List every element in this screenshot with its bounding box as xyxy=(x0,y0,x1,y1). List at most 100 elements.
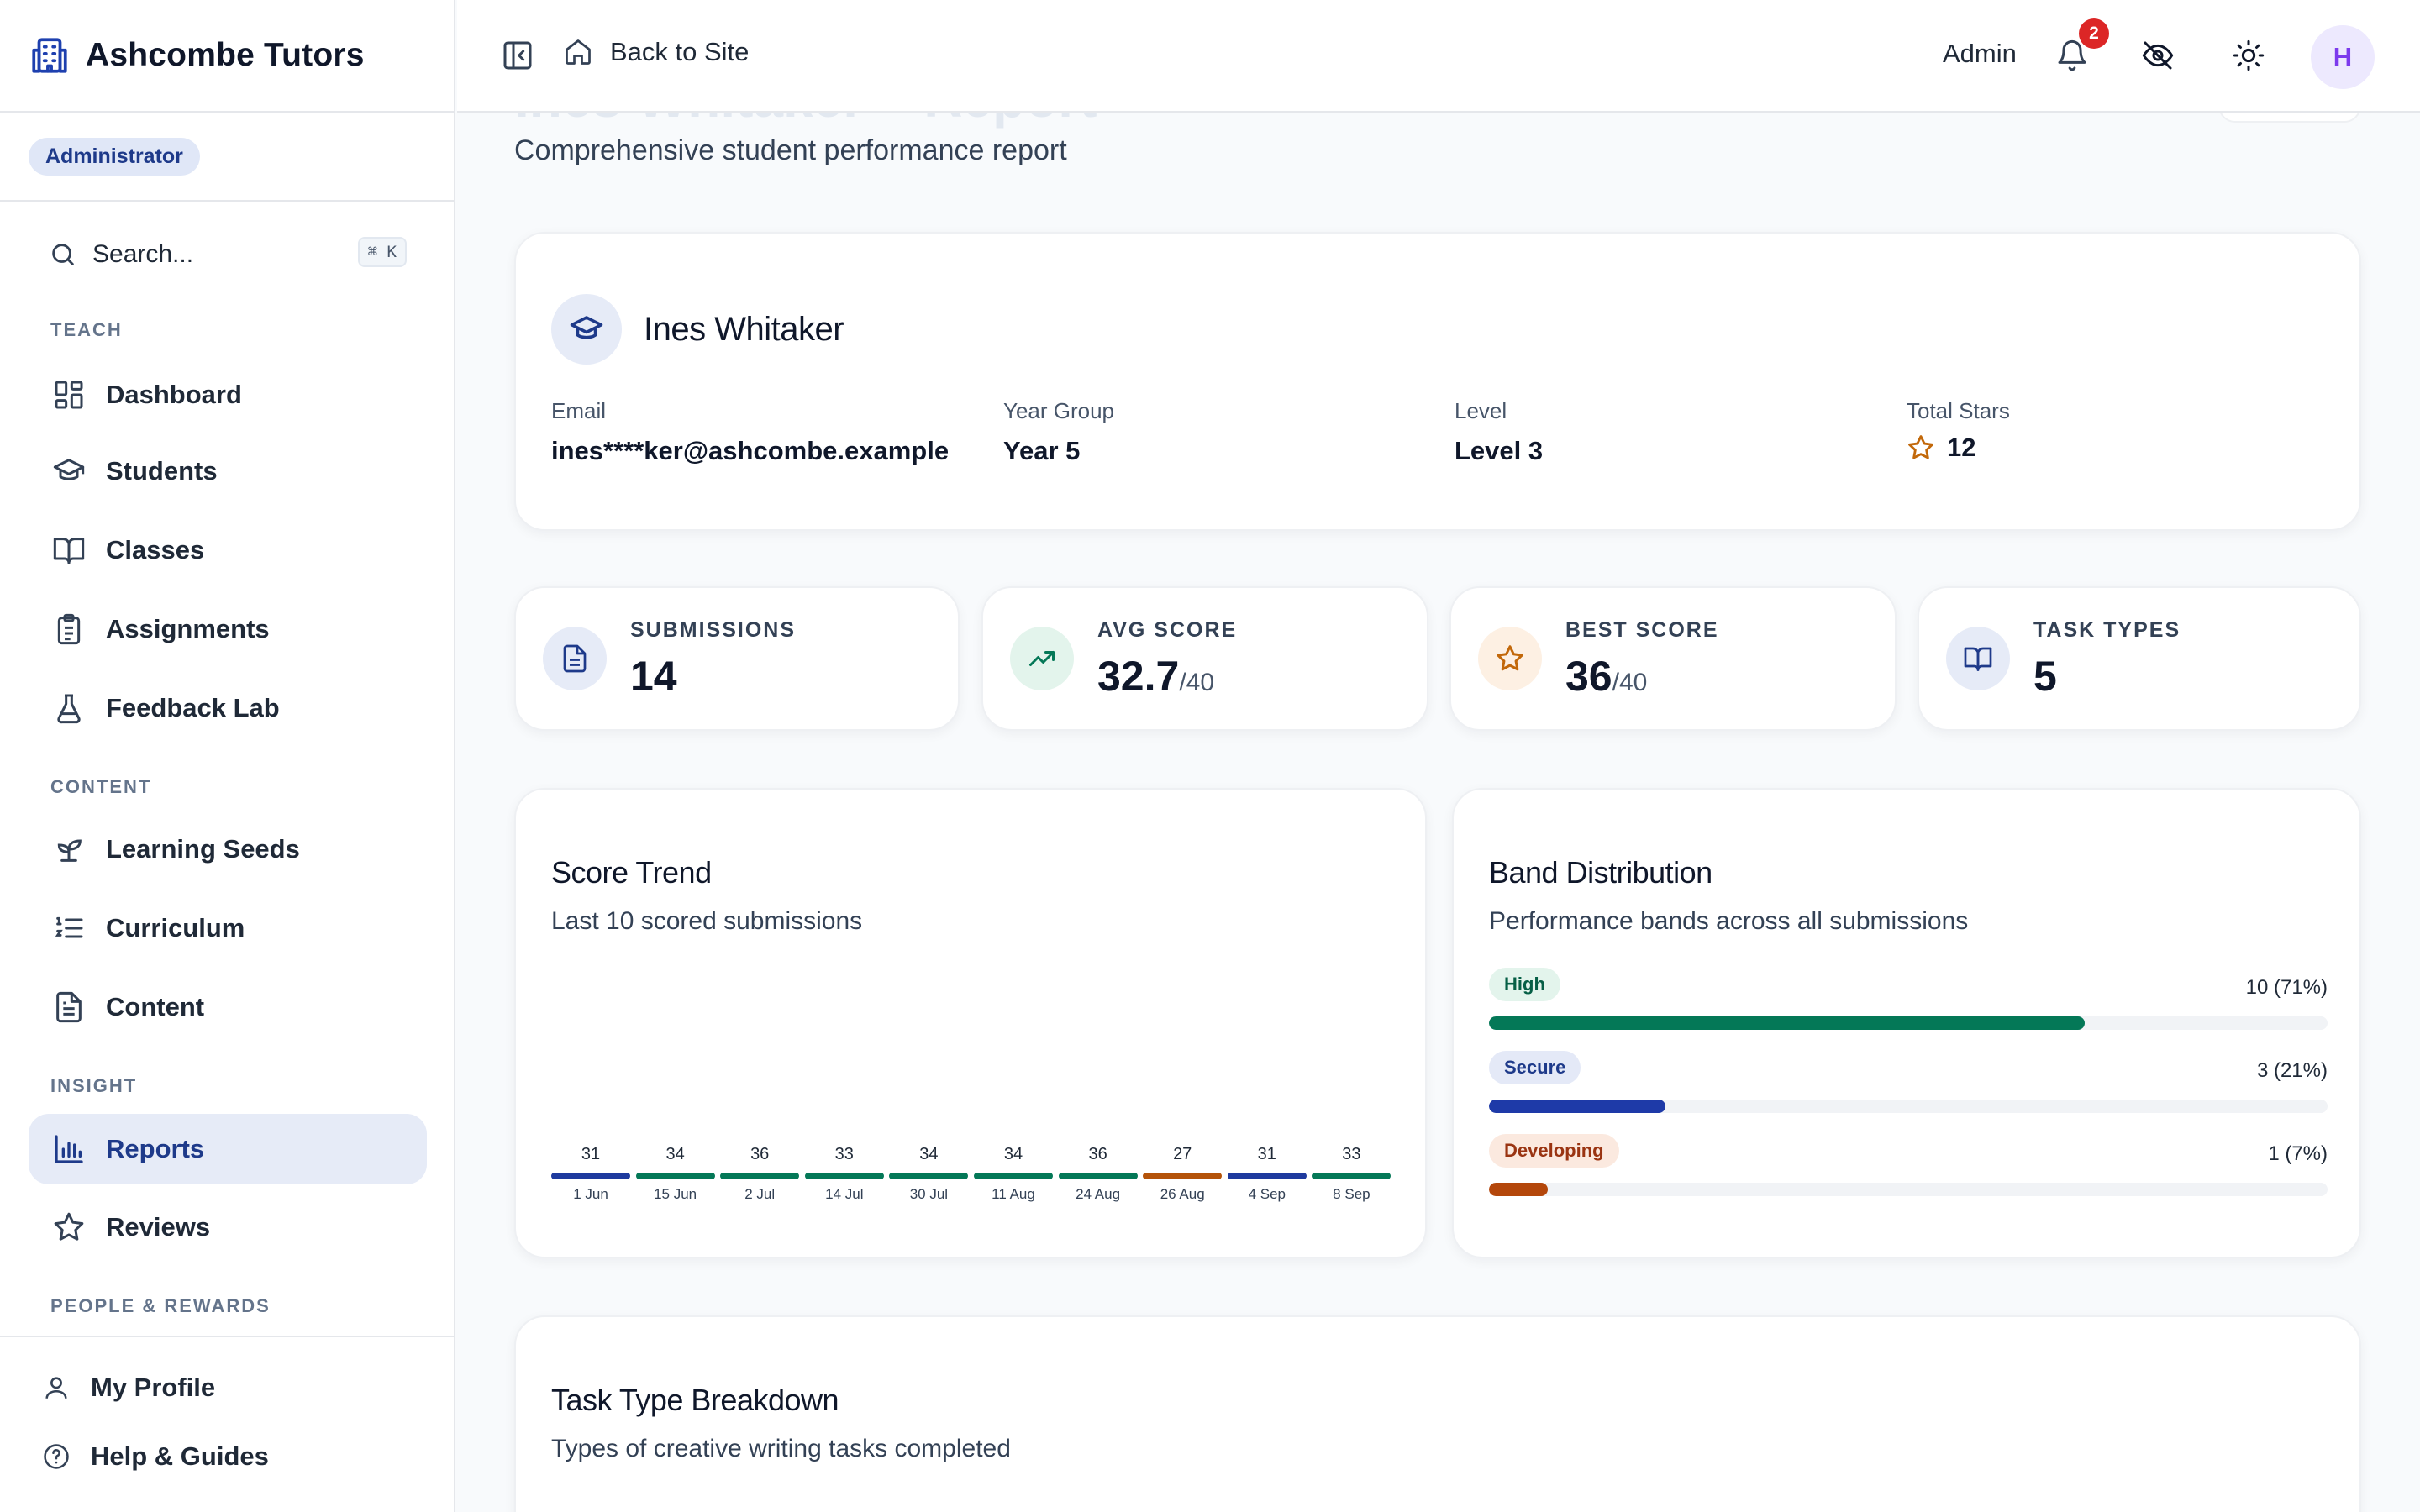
trending-up-icon xyxy=(1029,651,1055,666)
stat-value-row: 32.7/40 xyxy=(1097,652,1214,701)
trend-item: 31 4 Sep xyxy=(1227,1142,1307,1203)
star-icon xyxy=(1908,435,1933,459)
score-trend-subtitle: Last 10 scored submissions xyxy=(551,907,863,935)
admin-label[interactable]: Admin xyxy=(1943,39,2017,68)
list-ordered-icon xyxy=(55,916,83,938)
sidebar-item-curriculum[interactable]: Curriculum xyxy=(29,893,427,963)
sidebar-item-classes[interactable]: Classes xyxy=(29,515,427,585)
stat-suffix: /40 xyxy=(1612,669,1648,696)
level-label: Level xyxy=(1455,398,1507,423)
sidebar-item-students[interactable]: Students xyxy=(29,436,427,507)
dashboard-icon xyxy=(55,381,83,409)
stat-label: SUBMISSIONS xyxy=(630,618,797,642)
level-value: Level 3 xyxy=(1455,436,1544,465)
trend-bar xyxy=(804,1173,884,1179)
sidebar-search[interactable]: Search... ⌘ K xyxy=(29,227,407,282)
sidebar-item-label: Assignments xyxy=(106,614,270,643)
band-count: 1 (7%) xyxy=(2268,1142,2328,1165)
sidebar-item-label: Reviews xyxy=(106,1212,211,1242)
task-breakdown-card: Task Type Breakdown Types of creative wr… xyxy=(514,1315,2361,1512)
sidebar-item-feedback-lab[interactable]: Feedback Lab xyxy=(29,673,427,743)
total-stars-label: Total Stars xyxy=(1907,398,2010,423)
band-progress-track xyxy=(1489,1016,2328,1030)
trend-score-label: 31 xyxy=(1257,1145,1276,1163)
trend-item: 33 14 Jul xyxy=(804,1142,884,1203)
sun-icon[interactable] xyxy=(2232,39,2265,72)
search-label: Search... xyxy=(92,240,194,268)
back-to-site-link[interactable]: Back to Site xyxy=(563,37,749,67)
band-count: 10 (71%) xyxy=(2245,976,2328,999)
trend-score-label: 34 xyxy=(1003,1145,1023,1163)
search-icon xyxy=(52,244,74,265)
score-trend-card: Score Trend Last 10 scored submissions 3… xyxy=(514,788,1427,1258)
user-icon xyxy=(45,1377,67,1399)
sidebar-item-label: Reports xyxy=(106,1134,205,1163)
brand[interactable]: Ashcombe Tutors xyxy=(0,0,454,113)
stat-suffix: /40 xyxy=(1179,669,1215,696)
trend-item: 34 15 Jun xyxy=(635,1142,715,1203)
sidebar-item-assignments[interactable]: Assignments xyxy=(29,594,427,664)
trend-date-label: 1 Jun xyxy=(573,1186,608,1202)
sidebar-item-label: Students xyxy=(106,456,218,486)
stat-card-submissions: SUBMISSIONS 14 xyxy=(514,586,960,731)
sidebar-collapse-icon[interactable] xyxy=(501,39,534,72)
trend-item: 34 11 Aug xyxy=(974,1142,1053,1203)
eye-off-icon[interactable] xyxy=(2141,39,2175,72)
building-logo-icon xyxy=(32,38,67,73)
email-label: Email xyxy=(551,398,607,423)
year-group-field: Year Group Year 5 xyxy=(1003,398,1114,466)
stat-icon-wrap xyxy=(543,627,607,690)
sidebar: Ashcombe Tutors Administrator Search... … xyxy=(0,0,455,1512)
total-stars-field: Total Stars 12 xyxy=(1907,398,2010,463)
total-stars-value: 12 xyxy=(1947,433,1976,462)
trend-item: 34 30 Jul xyxy=(889,1142,969,1203)
sidebar-item-label: Feedback Lab xyxy=(106,693,280,722)
stat-label: BEST SCORE xyxy=(1565,618,1719,642)
sidebar-item-label: Learning Seeds xyxy=(106,834,300,864)
email-value: ines****ker@ashcombe.example xyxy=(551,436,950,465)
year-group-label: Year Group xyxy=(1003,398,1115,423)
my-profile-link[interactable]: My Profile xyxy=(42,1373,215,1403)
band-progress-fill xyxy=(1489,1100,1665,1113)
trend-date-label: 14 Jul xyxy=(825,1186,864,1202)
trend-bar xyxy=(551,1173,630,1179)
role-row: Administrator xyxy=(0,113,454,202)
trend-date-label: 8 Sep xyxy=(1333,1186,1370,1202)
band-row: High 10 (71%) xyxy=(1489,968,2328,1035)
trend-item: 33 8 Sep xyxy=(1312,1142,1392,1203)
trend-date-label: 4 Sep xyxy=(1248,1186,1286,1202)
task-breakdown-subtitle: Types of creative writing tasks complete… xyxy=(551,1435,1011,1462)
trend-date-label: 2 Jul xyxy=(744,1186,776,1202)
sidebar-item-learning-seeds[interactable]: Learning Seeds xyxy=(29,814,427,885)
sidebar-item-label: Curriculum xyxy=(106,913,245,942)
band-tag: Developing xyxy=(1489,1134,1619,1168)
sidebar-item-dashboard[interactable]: Dashboard xyxy=(29,360,427,430)
trend-bar xyxy=(974,1173,1053,1179)
sidebar-item-reports[interactable]: Reports xyxy=(29,1114,427,1184)
trend-bar xyxy=(720,1173,800,1179)
stat-icon-wrap xyxy=(1478,627,1542,690)
help-circle-icon xyxy=(44,1444,69,1469)
sidebar-item-label: Dashboard xyxy=(106,380,242,409)
section-teach: TEACH xyxy=(50,319,123,340)
sprout-icon xyxy=(57,839,82,862)
band-row: Secure 3 (21%) xyxy=(1489,1051,2328,1118)
help-guides-link[interactable]: Help & Guides xyxy=(42,1441,269,1472)
trend-score-label: 27 xyxy=(1173,1145,1192,1163)
sidebar-item-reviews[interactable]: Reviews xyxy=(29,1192,427,1263)
trend-score-label: 33 xyxy=(1342,1145,1361,1163)
band-tag: High xyxy=(1489,968,1560,1001)
trend-bar xyxy=(1227,1173,1307,1179)
trend-item: 31 1 Jun xyxy=(551,1142,630,1203)
my-profile-label: My Profile xyxy=(91,1373,216,1402)
bell-icon[interactable] xyxy=(2055,39,2089,72)
section-people-rewards: PEOPLE & REWARDS xyxy=(50,1295,271,1316)
trend-date-label: 11 Aug xyxy=(992,1186,1035,1202)
band-progress-track xyxy=(1489,1183,2328,1196)
trend-bar xyxy=(635,1173,715,1179)
user-avatar[interactable]: H xyxy=(2311,25,2375,89)
stat-card-best-score: BEST SCORE 36/40 xyxy=(1449,586,1897,731)
trend-score-label: 34 xyxy=(919,1145,939,1163)
sidebar-item-content[interactable]: Content xyxy=(29,972,427,1042)
band-progress-fill xyxy=(1489,1016,2085,1030)
